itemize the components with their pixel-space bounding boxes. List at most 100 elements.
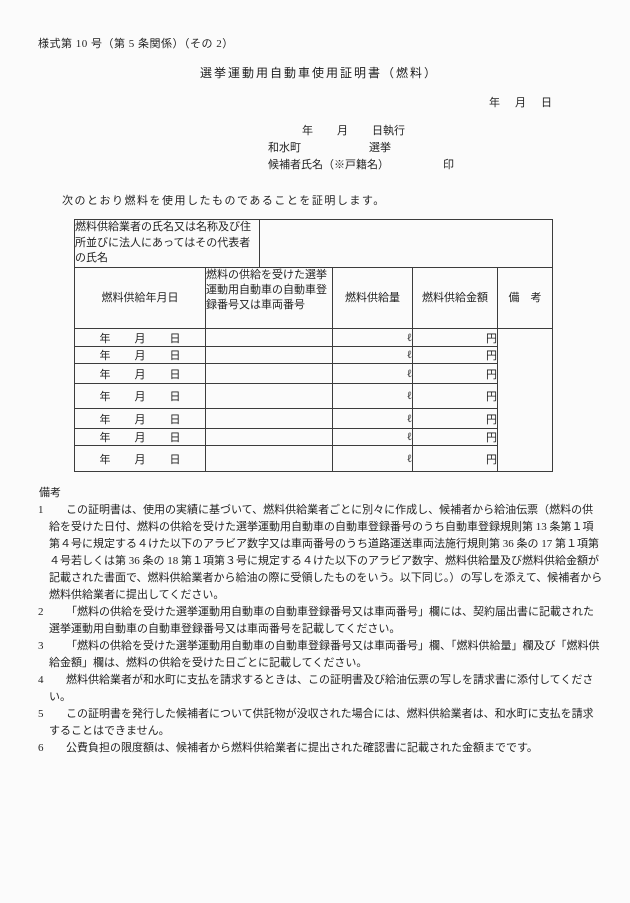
- amount-cell: 円: [412, 328, 499, 347]
- amount-cell: 円: [412, 408, 499, 429]
- note-number: 5: [38, 708, 44, 720]
- quantity-cell: ℓ: [332, 445, 414, 472]
- date-cell: 年 月 日: [74, 328, 206, 347]
- year-label: 年: [99, 391, 111, 403]
- day-label: 日: [169, 432, 181, 444]
- month-label: 月: [134, 350, 146, 362]
- year-label: 年: [99, 413, 111, 426]
- note-number: 3: [38, 640, 44, 652]
- note-number: 1: [38, 504, 44, 516]
- quantity-cell: ℓ: [332, 408, 414, 429]
- note-text: 「燃料の供給を受けた選挙運動用自動車の自動車登録番号又は車両番号」欄、「燃料供給…: [49, 640, 600, 669]
- header-amount: 燃料供給金額: [412, 267, 499, 329]
- month-label: 月: [134, 391, 146, 403]
- supplier-label-cell: 燃料供給業者の氏名又は名称及び住所並びに法人にあってはその代表者の氏名: [73, 219, 261, 268]
- exec-year-label: 年: [302, 125, 313, 137]
- note-text: この証明書は、使用の実績に基づいて、燃料供給業者ごとに別々に作成し、候補者から給…: [49, 504, 603, 601]
- exec-day-label: 日執行: [372, 125, 405, 137]
- issue-year-label: 年: [489, 97, 500, 109]
- vehicle-number-cell: [204, 428, 334, 446]
- fuel-usage-table: 燃料供給業者の氏名又は名称及び住所並びに法人にあってはその代表者の氏名 燃料供給…: [73, 219, 554, 472]
- note-text: 「燃料の供給を受けた選挙運動用自動車の自動車登録番号又は車両番号」欄には、契約届…: [49, 606, 594, 635]
- issue-month-label: 月: [515, 97, 526, 109]
- header-quantity: 燃料供給量: [332, 267, 414, 329]
- seal-mark: 印: [443, 159, 454, 171]
- supplier-value-cell: [259, 219, 554, 268]
- month-label: 月: [134, 332, 146, 345]
- table-header-row: 燃料供給年月日 燃料の供給を受けた選挙運動用自動車の自動車登録番号又は車両番号 …: [74, 267, 554, 329]
- date-cell: 年 月 日: [74, 445, 206, 472]
- note-text: この証明書を発行した候補者について供託物が没収された場合には、燃料供給業者は、和…: [49, 708, 594, 737]
- date-cell: 年 月 日: [74, 363, 206, 384]
- header-supply-date: 燃料供給年月日: [74, 267, 206, 329]
- table-row: 年 月 日 ℓ 円: [74, 328, 554, 472]
- quantity-cell: ℓ: [332, 328, 414, 347]
- month-label: 月: [134, 368, 146, 381]
- vehicle-number-cell: [204, 408, 334, 429]
- day-label: 日: [169, 391, 181, 403]
- table-row: 年 月 日 ℓ 円: [74, 346, 553, 364]
- form-number: 様式第 10 号（第 5 条関係）（その 2）: [38, 38, 234, 50]
- note-item: 2 「燃料の供給を受けた選挙運動用自動車の自動車登録番号又は車両番号」欄には、契約…: [38, 604, 604, 638]
- day-label: 日: [169, 350, 181, 362]
- execution-date-line: 年 月 日執行: [268, 123, 600, 140]
- month-label: 月: [134, 432, 146, 444]
- issue-day-label: 日: [541, 97, 552, 109]
- vehicle-number-cell: [204, 346, 334, 364]
- quantity-cell: ℓ: [332, 428, 414, 446]
- certify-sentence: 次のとおり燃料を使用したものであることを証明します。: [62, 195, 386, 207]
- year-label: 年: [99, 350, 111, 362]
- note-item: 1 この証明書は、使用の実績に基づいて、燃料供給業者ごとに別々に作成し、候補者から…: [38, 502, 604, 604]
- quantity-cell: ℓ: [332, 363, 414, 384]
- note-item: 4 燃料供給業者が和水町に支払を請求するときは、この証明書及び給油伝票の写しを請求…: [38, 672, 604, 706]
- vehicle-number-cell: [204, 328, 334, 347]
- amount-cell: 円: [412, 428, 499, 446]
- table-row: 年 月 日 ℓ 円: [74, 445, 553, 472]
- date-cell: 年 月 日: [74, 428, 206, 446]
- issue-date-line: 年 月 日: [38, 96, 600, 111]
- municipality-label: 和水町: [268, 142, 301, 154]
- exec-month-label: 月: [337, 125, 348, 137]
- note-number: 2: [38, 606, 44, 618]
- note-text: 公費負担の限度額は、候補者から燃料供給業者に提出された確認書に記載された金額まで…: [66, 742, 538, 754]
- date-cell: 年 月 日: [74, 408, 206, 429]
- year-label: 年: [99, 368, 111, 381]
- note-item: 6 公費負担の限度額は、候補者から燃料供給業者に提出された確認書に記載された金額ま…: [38, 740, 604, 757]
- supplier-row: 燃料供給業者の氏名又は名称及び住所並びに法人にあってはその代表者の氏名: [73, 219, 554, 268]
- table-row: 年 月 日 ℓ 円: [74, 428, 553, 446]
- executor-block: 年 月 日執行 和水町 選挙 候補者氏名（※戸籍名） 印: [268, 123, 600, 174]
- election-label: 選挙: [369, 142, 391, 154]
- day-label: 日: [169, 453, 181, 466]
- election-line: 和水町 選挙: [268, 140, 600, 157]
- day-label: 日: [169, 368, 181, 381]
- quantity-cell: ℓ: [332, 346, 414, 364]
- note-number: 6: [38, 742, 44, 754]
- table-row: 年 月 日 ℓ 円: [74, 383, 553, 409]
- candidate-name-label: 候補者氏名（※戸籍名）: [268, 159, 389, 171]
- date-cell: 年 月 日: [74, 383, 206, 409]
- quantity-cell: ℓ: [332, 383, 414, 409]
- remarks-cell: [497, 328, 554, 472]
- note-item: 5 この証明書を発行した候補者について供託物が没収された場合には、燃料供給業者は、…: [38, 706, 604, 740]
- amount-cell: 円: [412, 346, 499, 364]
- header-vehicle-number: 燃料の供給を受けた選挙運動用自動車の自動車登録番号又は車両番号: [204, 267, 334, 329]
- date-cell: 年 月 日: [74, 346, 206, 364]
- day-label: 日: [169, 332, 181, 345]
- amount-cell: 円: [412, 363, 499, 384]
- table-row: 年 月 日 ℓ 円: [74, 408, 553, 429]
- note-item: 3 「燃料の供給を受けた選挙運動用自動車の自動車登録番号又は車両番号」欄、「燃料供…: [38, 638, 604, 672]
- day-label: 日: [169, 413, 181, 426]
- page-title: 選挙運動用自動車使用証明書（燃料）: [199, 66, 438, 80]
- note-text: 燃料供給業者が和水町に支払を請求するときは、この証明書及び給油伝票の写しを請求書…: [49, 674, 594, 703]
- notes-section: 備考 1 この証明書は、使用の実績に基づいて、燃料供給業者ごとに別々に作成し、候補…: [38, 485, 604, 757]
- candidate-line: 候補者氏名（※戸籍名） 印: [268, 157, 600, 174]
- month-label: 月: [134, 453, 146, 466]
- table-row: 年 月 日 ℓ 円: [74, 363, 553, 384]
- header-remarks: 備 考: [497, 267, 554, 329]
- amount-cell: 円: [412, 445, 499, 472]
- year-label: 年: [99, 432, 111, 444]
- notes-heading: 備考: [39, 487, 61, 499]
- year-label: 年: [99, 332, 111, 345]
- vehicle-number-cell: [204, 363, 334, 384]
